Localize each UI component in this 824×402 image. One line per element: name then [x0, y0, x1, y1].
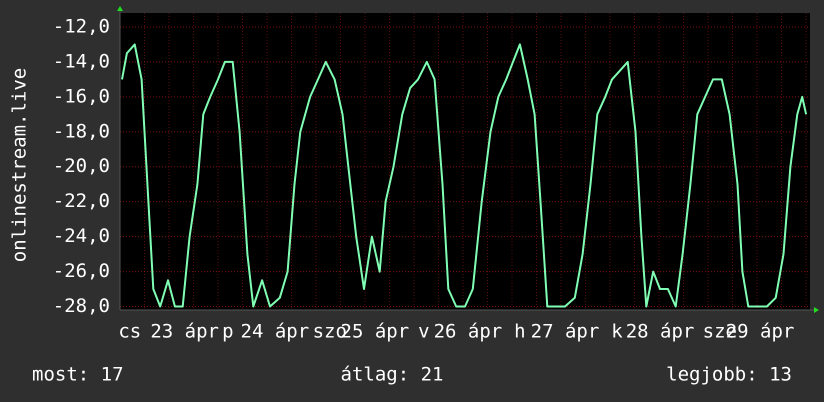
stat-best: legjobb: 13 — [666, 364, 792, 386]
x-tick-label: 27 ápr — [531, 321, 600, 343]
y-tick-label: -12,0 — [53, 15, 110, 37]
plot-area — [120, 13, 810, 310]
x-tick-label: k — [611, 321, 623, 343]
y-tick-label: -22,0 — [53, 190, 110, 212]
x-tick-label: cs — [118, 321, 141, 343]
stat-average: átlag: 21 — [341, 364, 444, 386]
x-tick-label: szo — [313, 321, 347, 343]
y-tick-label: -20,0 — [53, 155, 110, 177]
x-tick-label: 29 ápr — [726, 321, 795, 343]
x-tick-label: 26 ápr — [434, 321, 503, 343]
x-tick-label: 24 ápr — [241, 321, 310, 343]
y-axis-arrow — [117, 6, 123, 11]
data-line — [121, 43, 808, 308]
x-tick-label: 23 ápr — [150, 321, 219, 343]
y-tick-label: -26,0 — [53, 260, 110, 282]
stat-current: most: 17 — [32, 364, 124, 386]
y-tick-label: -14,0 — [53, 50, 110, 72]
x-tick-label: 25 ápr — [341, 321, 410, 343]
x-tick-label: p — [222, 321, 233, 343]
y-tick-label: -18,0 — [53, 120, 110, 142]
y-tick-label: -28,0 — [53, 295, 110, 317]
x-tick-label: sze — [703, 321, 737, 343]
y-tick-label: -16,0 — [53, 85, 110, 107]
y-tick-label: -24,0 — [53, 225, 110, 247]
x-tick-label: 28 ápr — [626, 321, 695, 343]
x-tick-label: v — [418, 321, 429, 343]
y-axis-label: onlinestream.live — [9, 68, 31, 262]
x-axis-arrow — [814, 307, 819, 313]
x-tick-label: h — [514, 321, 525, 343]
